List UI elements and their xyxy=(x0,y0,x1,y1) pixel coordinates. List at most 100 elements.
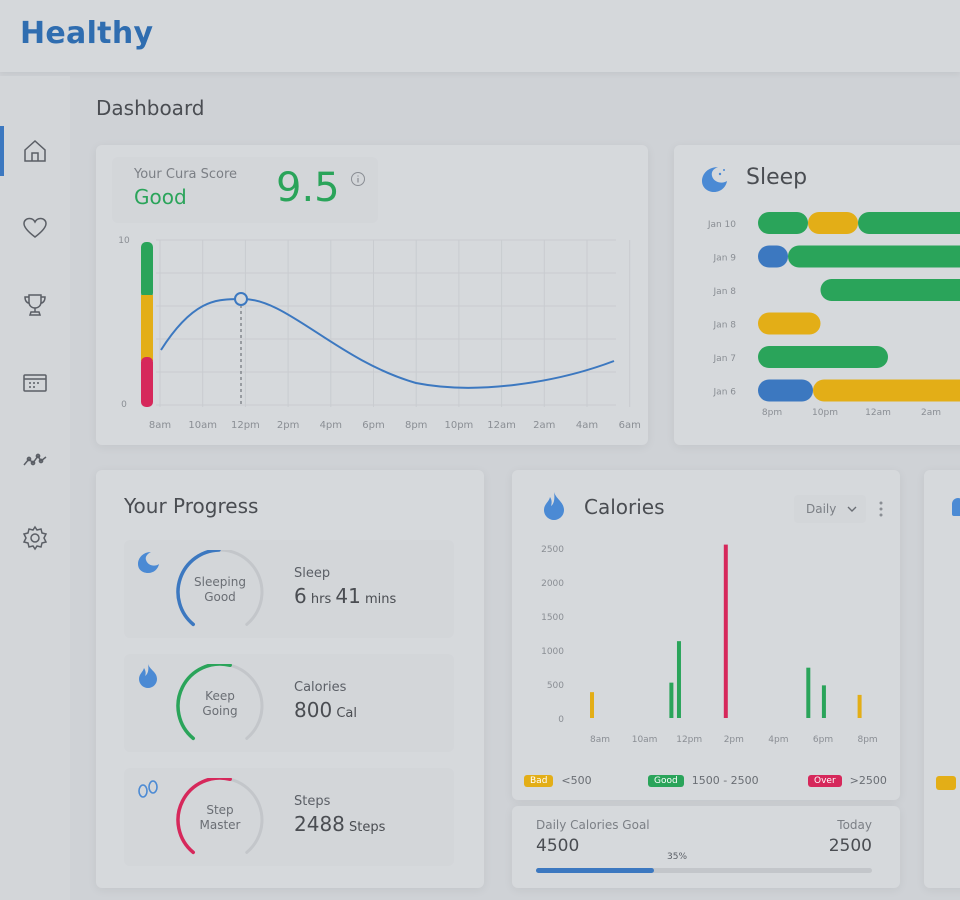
foot-shape xyxy=(148,780,158,794)
sleep-bar-segment xyxy=(813,379,960,402)
ring-label-line2: Good xyxy=(204,590,236,604)
cal-y-tick: 0 xyxy=(558,715,564,725)
progress-name: Steps xyxy=(294,794,331,809)
partial-legend-badge xyxy=(936,776,956,790)
cal-x-tick: 2pm xyxy=(724,735,744,745)
ring-label-line1: Step xyxy=(206,803,234,817)
x-tick-label: 8am xyxy=(149,420,171,431)
legend-badge: Bad xyxy=(524,774,554,787)
sleep-bar-segment xyxy=(758,312,821,335)
sleep-row-label: Jan 6 xyxy=(713,388,737,398)
moon-icon xyxy=(702,167,727,192)
ring-fill xyxy=(176,778,232,855)
sleep-bar-segment xyxy=(758,212,808,234)
goal-progress-label: 35% xyxy=(667,852,688,862)
more-vertical-icon[interactable] xyxy=(878,500,884,518)
calories-legend: Bad <500 Good 1500 - 2500 Over >2500 xyxy=(524,774,894,792)
score-chart: 8am 10am 12pm 2pm 4pm 6pm 8pm 10pm 12am 2am 4am 6am… xyxy=(118,236,641,431)
ring-label: Sleeping Good xyxy=(174,550,266,630)
period-select-label: Daily xyxy=(806,502,837,516)
cal-x-tick: 10am xyxy=(632,735,658,745)
home-icon xyxy=(24,139,46,162)
nav-calendar[interactable] xyxy=(0,356,70,410)
legend-badge: Good xyxy=(648,774,684,787)
x-tick-label: 12pm xyxy=(231,420,260,431)
calories-card: Calories Daily 2500 2000 1500 1000 500 0 8am 10… xyxy=(512,470,900,800)
progress-name: Calories xyxy=(294,680,347,695)
progress-item-sleep[interactable]: Sleeping Good Sleep 6 hrs 41 mins xyxy=(124,540,454,638)
ring-label: Keep Going xyxy=(174,664,266,744)
nav-achievements[interactable] xyxy=(0,278,70,332)
heart-icon xyxy=(23,217,47,238)
sidebar xyxy=(0,76,70,900)
legend-item: Over >2500 xyxy=(808,774,887,787)
calories-title: Calories xyxy=(584,495,665,519)
cal-bar xyxy=(857,694,862,718)
sleep-card: Sleep Jan 10 Jan 9 Jan 8 Jan 8 Jan 7 Jan 6 8pm… xyxy=(674,145,960,445)
y-tick-label: 10 xyxy=(118,236,130,246)
chevron-down-icon xyxy=(847,506,857,512)
nav-settings[interactable] xyxy=(0,511,70,565)
partial-card-icon xyxy=(952,498,960,516)
sleep-row-label: Jan 9 xyxy=(713,254,737,264)
cal-bar xyxy=(806,667,811,718)
nav-home[interactable] xyxy=(0,124,70,178)
score-card: Your Cura Score Good 9.5 8am 10am 12pm 2pm 4… xyxy=(96,145,648,445)
flame-icon xyxy=(544,492,564,520)
cal-y-tick: 500 xyxy=(547,681,564,691)
sleep-bar-segment xyxy=(788,245,960,268)
cal-bar xyxy=(723,544,728,718)
cal-y-tick: 2500 xyxy=(541,545,564,555)
period-select[interactable]: Daily xyxy=(794,495,866,523)
legend-item: Good 1500 - 2500 xyxy=(648,774,759,787)
app-logo[interactable]: Healthy xyxy=(20,16,154,51)
cal-bar xyxy=(676,641,681,718)
cal-y-tick: 1000 xyxy=(541,647,564,657)
ring-label-line2: Master xyxy=(199,818,241,832)
progress-item-steps[interactable]: Step Master Steps 2488 Steps xyxy=(124,768,454,866)
progress-item-calories[interactable]: Keep Going Calories 800 Cal xyxy=(124,654,454,752)
goal-card: Daily Calories Goal 4500 Today 2500 35% xyxy=(512,806,900,888)
x-tick-label: 4pm xyxy=(320,420,342,431)
sleep-bar-segment xyxy=(808,212,858,234)
cal-y-tick: 1500 xyxy=(541,613,564,623)
sleep-title: Sleep xyxy=(746,165,808,190)
x-tick-label: 2am xyxy=(533,420,555,431)
ring-fill xyxy=(176,664,232,741)
cal-x-tick: 8am xyxy=(590,735,610,745)
progress-ring xyxy=(176,664,264,741)
calories-chart: 2500 2000 1500 1000 500 0 8am 10am 12pm 2pm 4pm 6pm… xyxy=(541,544,878,745)
flame-icon xyxy=(139,664,157,688)
sleep-chart: Jan 10 Jan 9 Jan 8 Jan 8 Jan 7 Jan 6 8pm 10pm 12… xyxy=(707,212,960,418)
x-tick-label: 12am xyxy=(487,420,516,431)
sleep-row-label: Jan 7 xyxy=(713,354,736,364)
sleep-row-label: Jan 8 xyxy=(713,321,737,331)
goal-label: Daily Calories Goal xyxy=(536,818,650,832)
scale-bar-good xyxy=(141,242,153,298)
today-label: Today xyxy=(837,818,872,832)
page-title: Dashboard xyxy=(96,96,205,120)
score-value: 9.5 xyxy=(276,165,340,211)
scale-bar-ok xyxy=(141,295,153,361)
progress-value: 2488 Steps xyxy=(294,812,386,836)
legend-range: 1500 - 2500 xyxy=(691,774,759,787)
progress-card: Your Progress Sleeping Good Sleep 6 hrs 41 … xyxy=(96,470,484,888)
ring-label-line2: Going xyxy=(202,704,238,718)
score-marker-point xyxy=(234,292,248,306)
nav-health[interactable] xyxy=(0,201,70,255)
top-bar: Healthy xyxy=(0,0,960,72)
cal-bar xyxy=(821,685,826,718)
progress-ring xyxy=(176,778,264,855)
sleep-row-label: Jan 10 xyxy=(707,220,736,230)
moon-icon xyxy=(138,552,159,573)
sleep-bar-segment xyxy=(758,379,813,402)
progress-unit: Steps xyxy=(344,820,386,835)
activity-icon xyxy=(23,453,47,466)
progress-name: Sleep xyxy=(294,566,331,581)
cal-y-tick: 2000 xyxy=(541,579,564,589)
progress-title: Your Progress xyxy=(124,494,259,518)
nav-activity[interactable] xyxy=(0,433,70,487)
info-icon[interactable] xyxy=(350,171,366,187)
score-status: Good xyxy=(134,185,187,209)
legend-item: Bad <500 xyxy=(524,774,592,787)
